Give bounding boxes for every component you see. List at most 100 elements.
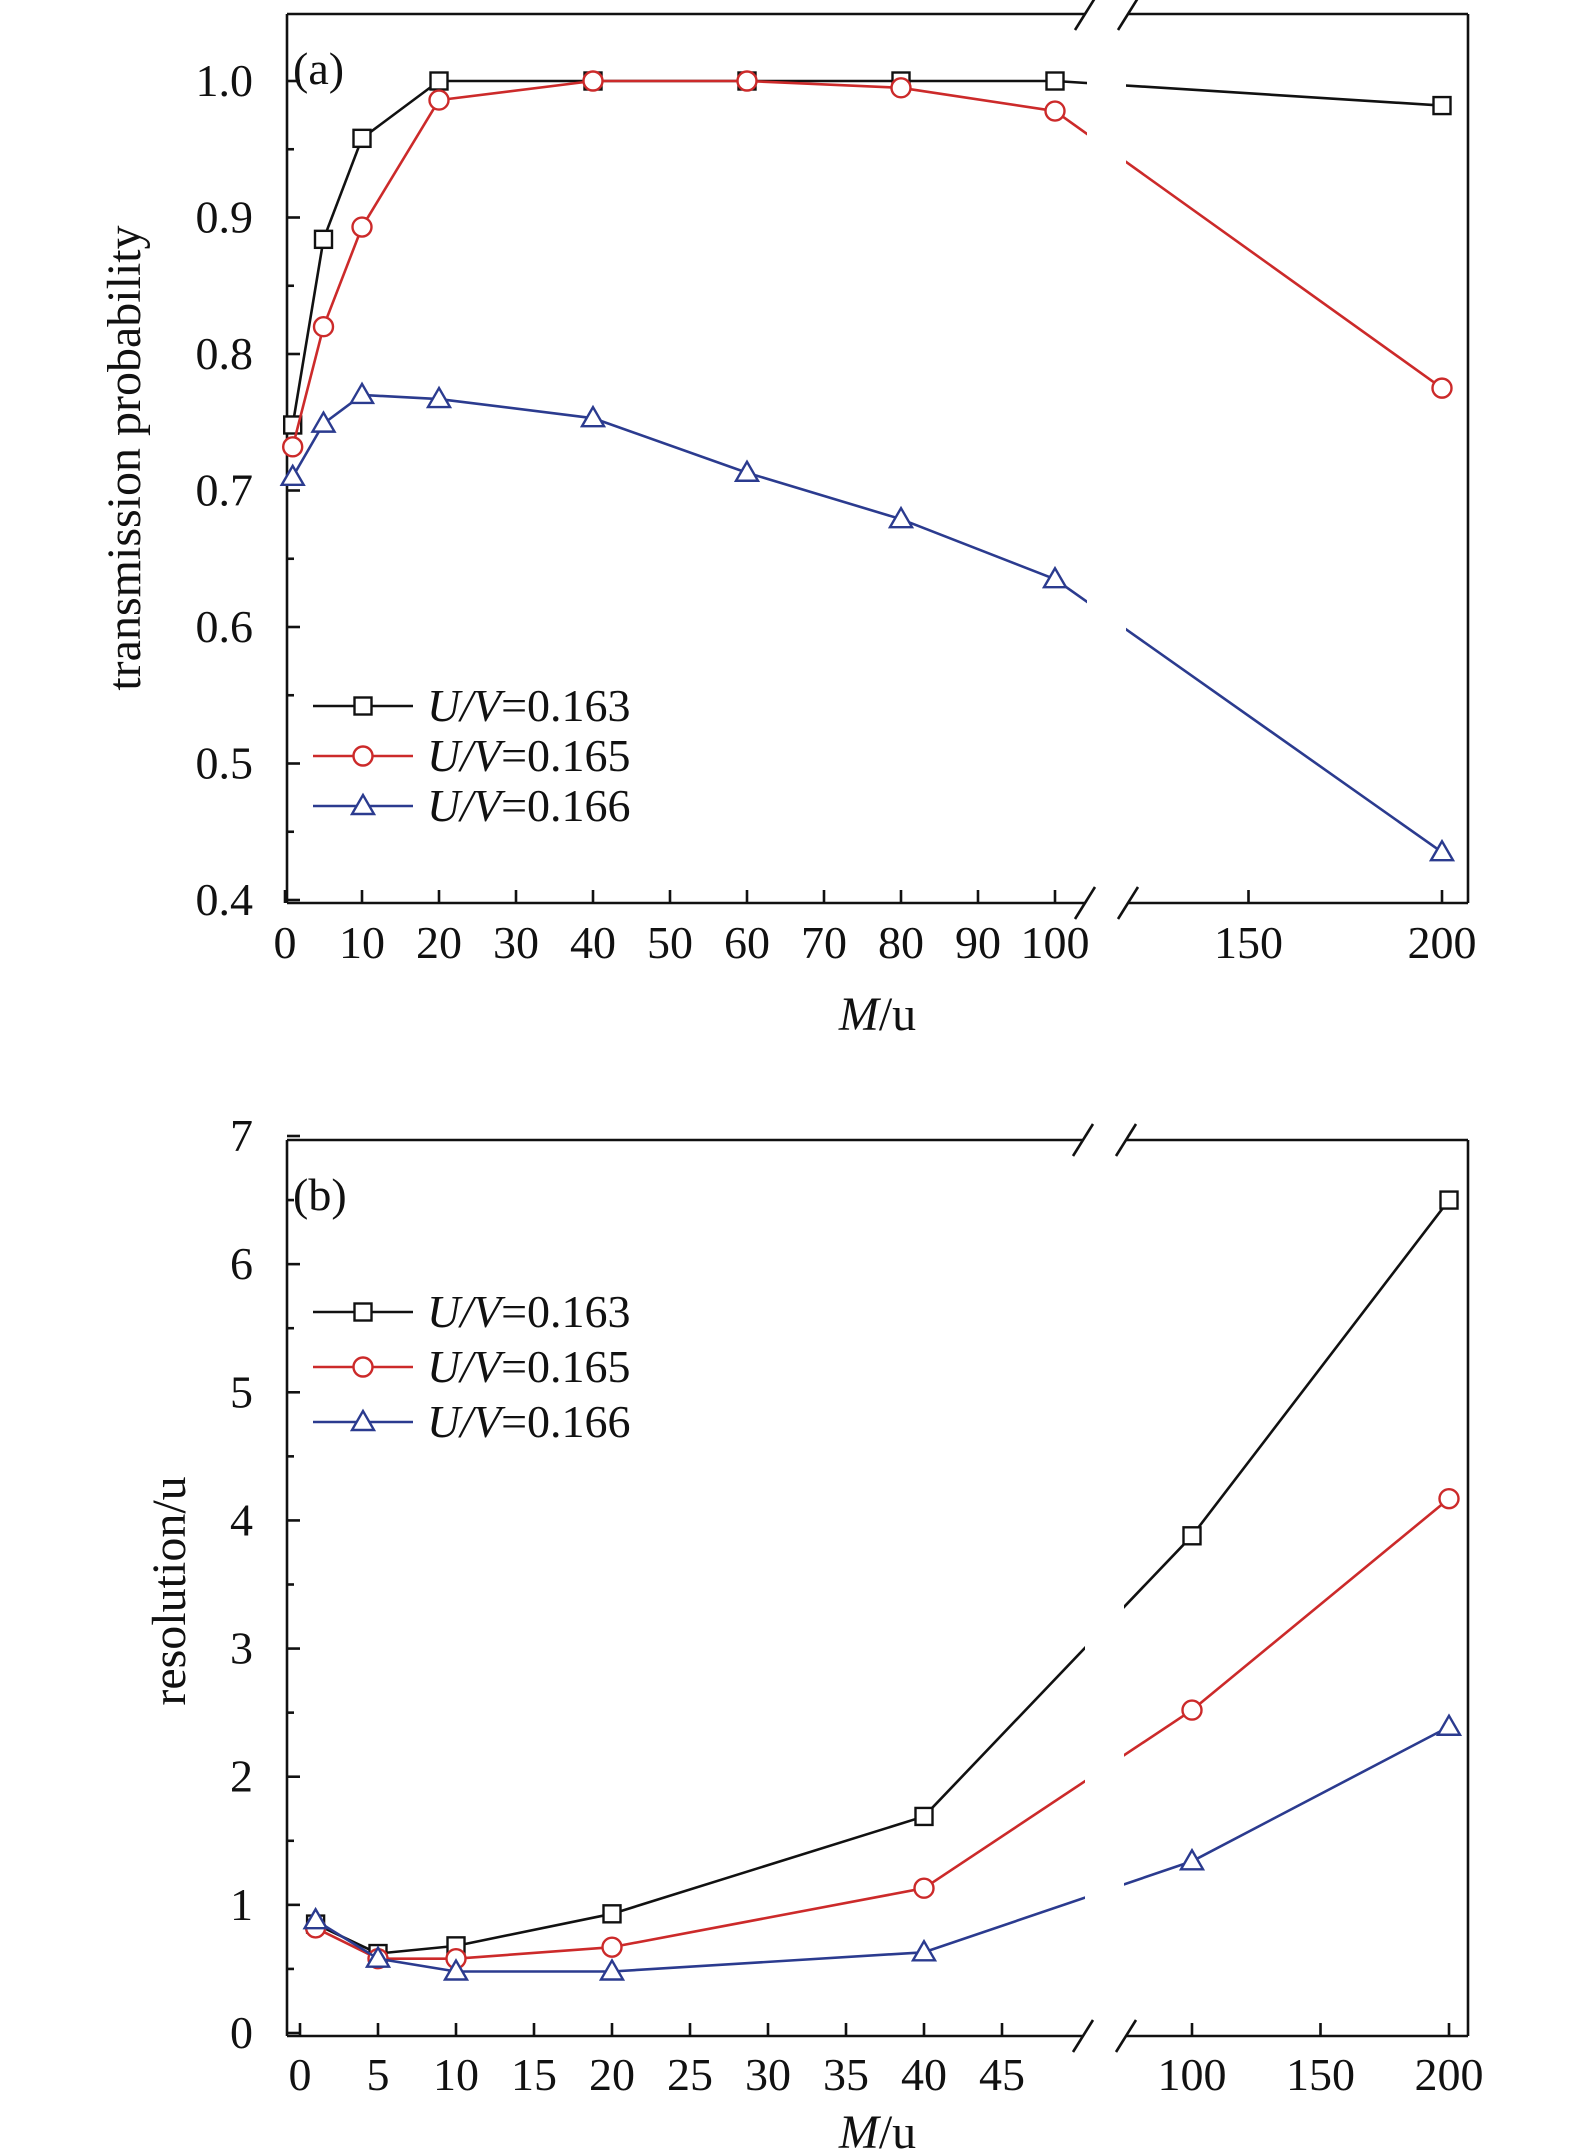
series-line-segment <box>438 397 594 420</box>
data-point-circle <box>601 1936 623 1958</box>
x-axis-title-rest: /u <box>879 2106 916 2153</box>
x-tick-label: 25 <box>667 2049 713 2100</box>
axis-break-mark <box>1071 1123 1095 1157</box>
legend-marker-square <box>353 1302 373 1322</box>
x-tick-label: 150 <box>1286 2049 1355 2100</box>
data-point-triangle <box>1041 565 1069 589</box>
axis-break-mark <box>1116 886 1140 920</box>
x-tick-label: 5 <box>367 2049 390 2100</box>
data-point-circle <box>282 436 304 458</box>
series-line-segment <box>923 1534 1193 1818</box>
legend-label-rest: =0.166 <box>501 1396 630 1447</box>
data-point-square <box>313 229 334 250</box>
y-tick-label: 1.0 <box>196 55 254 106</box>
y-tick-label: 0.9 <box>196 192 254 243</box>
data-point-circle <box>890 77 912 99</box>
series-circle <box>304 1487 1460 1970</box>
series-triangle <box>279 381 1456 862</box>
data-point-triangle <box>910 1938 938 1962</box>
x-tick-label: 50 <box>647 917 693 968</box>
data-point-triangle <box>279 463 306 487</box>
legend-label-rest: =0.165 <box>501 730 630 781</box>
series-line-segment <box>361 393 440 401</box>
y-axis-title: resolution/u <box>143 1476 196 1705</box>
data-point-circle <box>736 70 758 92</box>
y-tick-label: 0 <box>230 2007 253 2058</box>
series-line-segment <box>1191 1497 1450 1712</box>
y-tick-label: 6 <box>230 1238 253 1289</box>
y-tick-label: 0.5 <box>196 738 254 789</box>
legend-marker-circle <box>352 745 374 767</box>
x-tick-label: 0 <box>274 917 297 968</box>
series-line-segment <box>360 99 441 228</box>
x-tick-label: 80 <box>878 917 924 968</box>
data-point-square <box>1439 1190 1459 1210</box>
x-tick-label: 60 <box>724 917 770 968</box>
legend-entry: U/V=0.166 <box>313 780 631 831</box>
data-point-triangle <box>310 410 337 433</box>
y-tick-label: 0.8 <box>196 328 254 379</box>
axis-break-mark <box>1073 886 1097 920</box>
data-point-triangle <box>1435 1713 1463 1736</box>
x-axis-title-italic: M <box>838 2106 882 2153</box>
data-point-square <box>914 1806 934 1827</box>
x-tick-label: 150 <box>1214 917 1283 968</box>
data-point-circle <box>913 1877 935 1899</box>
legend-entry: U/V=0.165 <box>313 730 631 781</box>
legend-label-italic: U/V <box>427 680 506 731</box>
x-tick-label: 100 <box>1158 2049 1227 2100</box>
x-tick-label: 90 <box>955 917 1001 968</box>
data-point-square <box>602 1904 622 1924</box>
y-tick-label: 3 <box>230 1623 253 1674</box>
legend-label: U/V=0.163 <box>427 1286 631 1337</box>
y-tick-label: 0.6 <box>196 601 254 652</box>
series-line-segment <box>361 79 440 140</box>
data-point-triangle <box>733 459 761 482</box>
y-axis-title: transmission probability <box>98 225 151 690</box>
data-point-circle <box>582 70 604 92</box>
legend-label-rest: =0.165 <box>501 1341 630 1392</box>
series-line-segment <box>1190 1199 1451 1537</box>
legend-entry: U/V=0.166 <box>313 1396 631 1447</box>
data-point-circle <box>1431 377 1453 399</box>
series-line-segment <box>900 86 1056 113</box>
legend-label-rest: =0.163 <box>501 1286 630 1337</box>
series-line-segment <box>900 517 1056 581</box>
x-axis-title: M/u <box>838 988 916 1041</box>
x-tick-label: 200 <box>1415 2049 1484 2100</box>
x-tick-label: 20 <box>416 917 462 968</box>
axis-break-mark <box>1114 1123 1138 1157</box>
y-tick-label: 5 <box>230 1366 253 1417</box>
x-tick-label: 40 <box>570 917 616 968</box>
legend-label: U/V=0.166 <box>427 1396 631 1447</box>
legend-label-italic: U/V <box>427 730 506 781</box>
data-point-circle <box>1438 1487 1460 1510</box>
series-line-segment <box>746 79 902 90</box>
legend-marker-triangle <box>349 792 377 816</box>
data-point-square <box>429 71 449 91</box>
chart-panel-a: 0.4 0.5 0.6 0.7 0.8 0.9 1.0 0 10 20 30 40 50 60 70 80 90… <box>98 0 1477 1041</box>
x-tick-label: 40 <box>901 2049 947 2100</box>
legend-label-italic: U/V <box>427 780 506 831</box>
series-line-segment <box>438 79 594 102</box>
data-point-square <box>1182 1526 1202 1546</box>
y-tick-label: 1 <box>230 1879 253 1930</box>
data-point-square <box>1045 71 1065 91</box>
x-tick-label: 20 <box>589 2049 635 2100</box>
x-tick-label: 10 <box>433 2049 479 2100</box>
series-line-segment <box>592 416 748 474</box>
axis-break-mark <box>1116 0 1139 31</box>
series-square <box>283 71 1452 435</box>
legend-marker-circle <box>352 1356 374 1378</box>
series-line-segment <box>291 239 325 426</box>
series-line-segment <box>455 1912 613 1948</box>
data-point-triangle <box>442 1958 470 1981</box>
data-point-triangle <box>1428 838 1456 862</box>
x-tick-label: 30 <box>493 917 539 968</box>
data-point-triangle <box>364 1945 392 1968</box>
series-line-segment <box>611 1815 925 1916</box>
y-tick-label: 4 <box>230 1494 253 1545</box>
series-line-segment <box>1191 1725 1450 1863</box>
x-tick-label: 200 <box>1408 917 1477 968</box>
